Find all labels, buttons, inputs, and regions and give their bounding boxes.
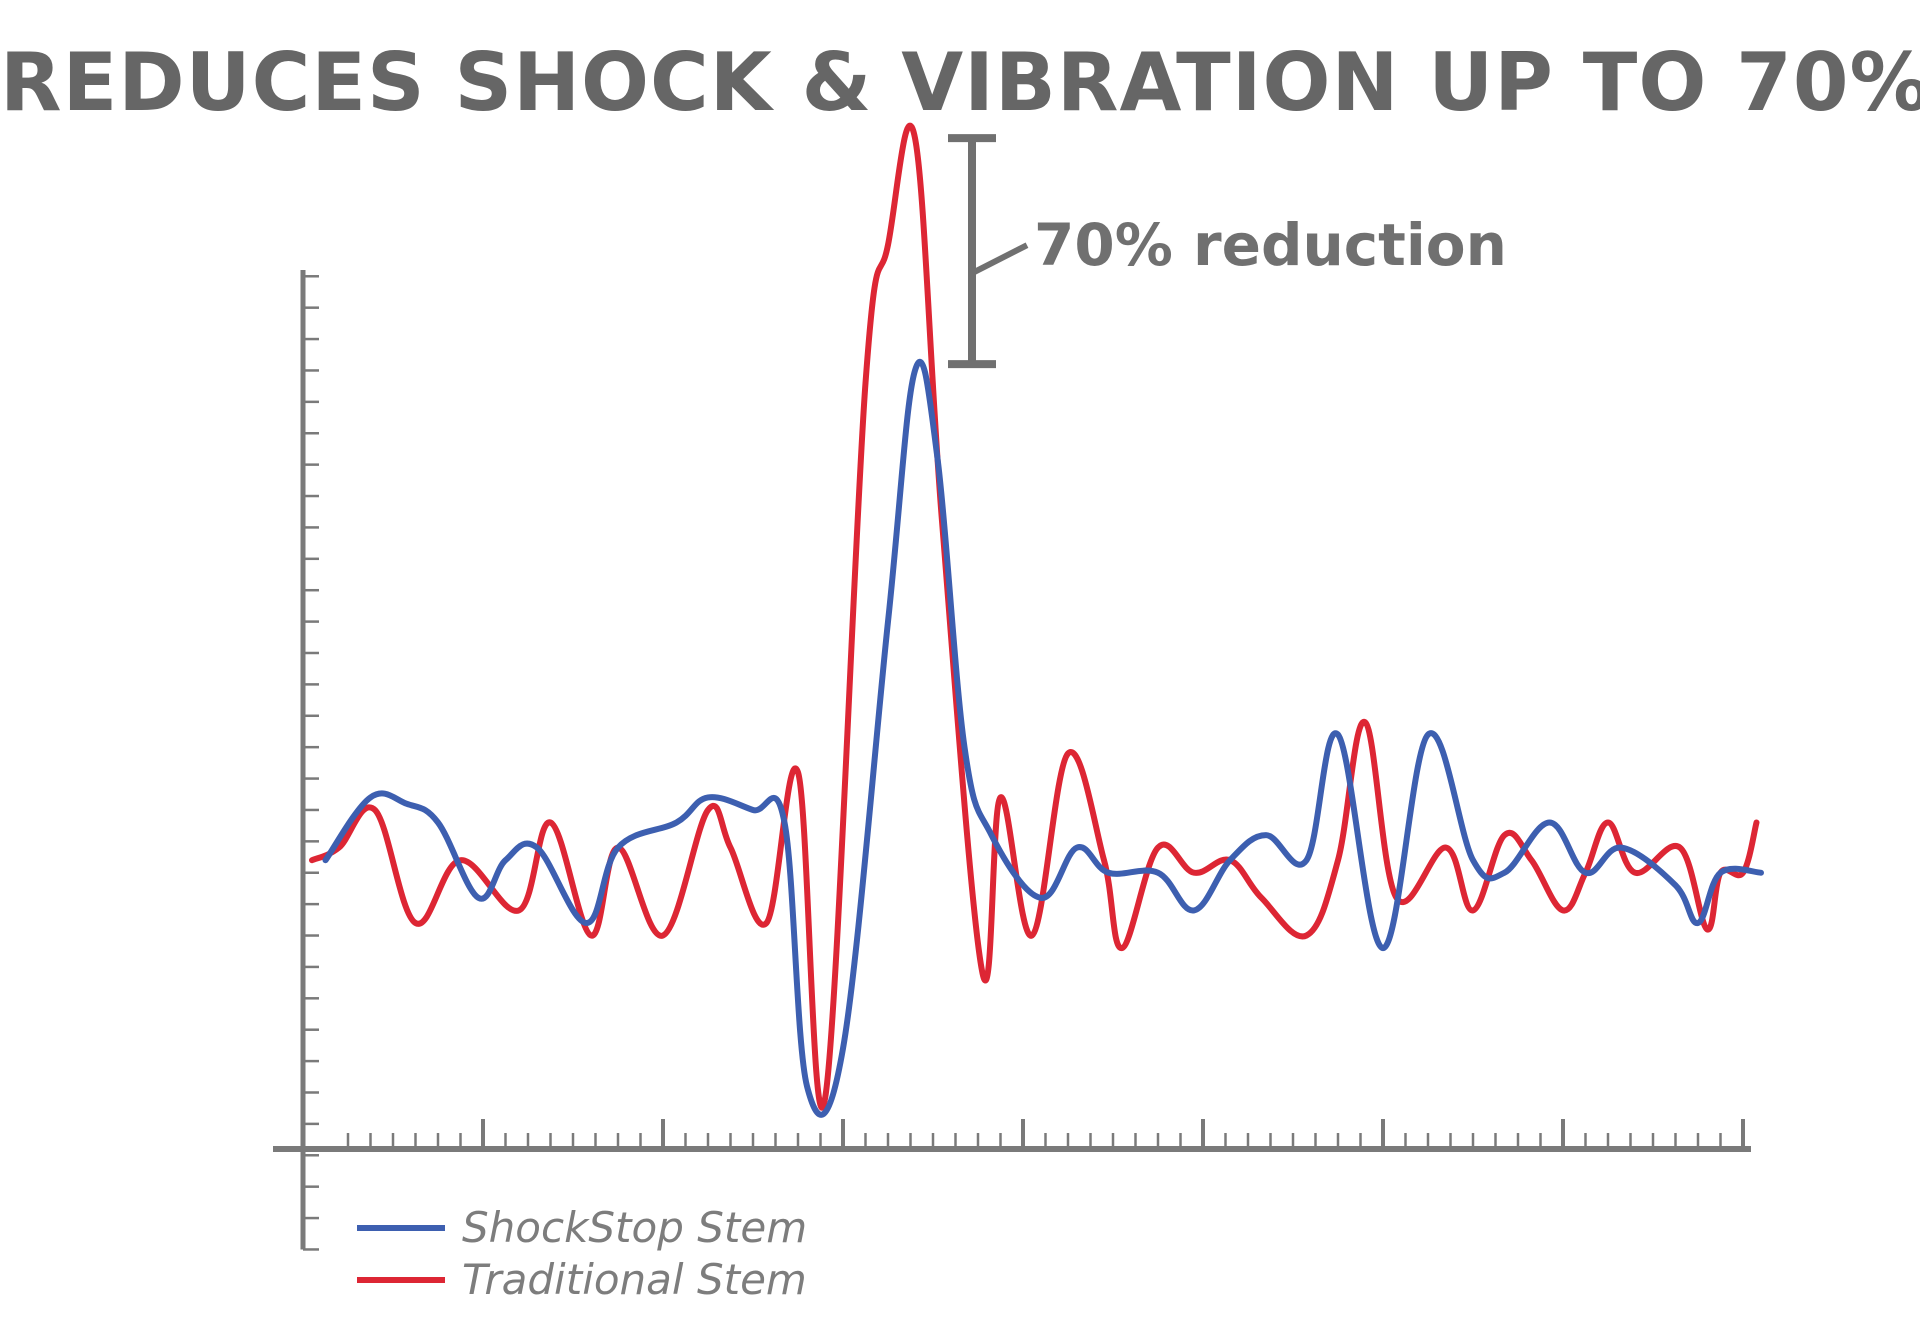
chart-title: REDUCES SHOCK & VIBRATION UP TO 70% — [0, 36, 1920, 129]
legend-label-traditional: Traditional Stem — [462, 1255, 807, 1304]
reduction-leader-line — [970, 242, 1029, 276]
axes — [273, 270, 1751, 1251]
series-line-traditional-stem — [309, 122, 1760, 1111]
reduction-bracket — [948, 134, 996, 369]
reduction-annotation: 70% reduction — [948, 134, 1507, 369]
reduction-label: 70% reduction — [1034, 211, 1507, 279]
series-line-shockstop-stem — [322, 358, 1764, 1118]
series-lines — [309, 122, 1764, 1118]
legend-label-shockstop: ShockStop Stem — [462, 1203, 807, 1252]
legend: ShockStop Stem Traditional Stem — [357, 1203, 807, 1304]
